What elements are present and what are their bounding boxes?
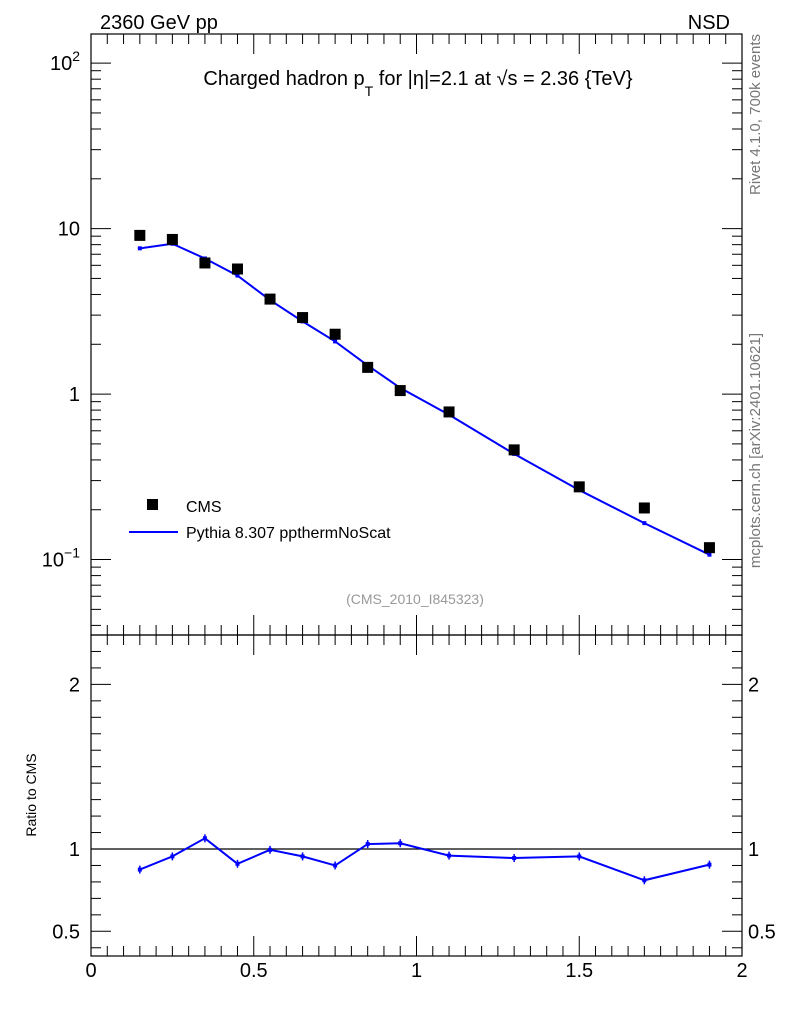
y-tick-label-right: 2 [748,674,759,696]
mc-point [137,246,142,251]
cms-data-point [134,229,146,241]
title-subscript: T [365,83,374,99]
mc-line [139,242,710,556]
mc-point [235,273,240,278]
x-tick-label: 0.5 [240,960,268,982]
rivet-version-label: Rivet 4.1.0, 700k events [747,34,764,195]
cms-data-point [362,361,374,373]
ratio-plot-frame [90,634,743,957]
y-tick-label: 10 [58,219,80,241]
cms-data-point [394,385,406,397]
cms-data-point [264,293,276,305]
cms-data-point [329,328,341,340]
title-mid: for |η|=2.1 at [373,68,496,90]
cms-data-point [638,502,650,514]
header-right: NSD [688,12,730,34]
ratio-ylabel: Ratio to CMS [23,753,39,836]
title-suffix: = 2.36 {TeV} [517,68,632,90]
x-tick-label: 0 [85,960,96,982]
ratio-series [137,834,712,885]
y-tick-label: 10−1 [42,545,80,572]
cms-data-point [703,542,715,554]
cms-data-point [199,257,211,269]
y-tick-label-right: 1 [748,839,759,861]
chart-title: Charged hadron pT for |η|=2.1 at √s = 2.… [203,68,632,99]
main-plot-frame [90,33,743,636]
cms-data-point [508,444,520,456]
legend-cms-label: CMS [186,499,222,516]
y-tick-label-left: 0.5 [52,921,80,943]
y-tick-label: 1 [69,384,80,406]
x-tick-label: 2 [736,960,747,982]
legend-mc-label: Pythia 8.307 ppthermNoScat [186,525,391,542]
ratio-axis-ticks: 0 0.5 1 1.5 20.5 0.51 12 2 [52,634,776,982]
y-tick-label-left: 1 [69,839,80,861]
main-axis-ticks: 10−1 1 10 102 [42,34,743,635]
cms-data-point [166,233,178,245]
mc-main-series [137,241,712,557]
cms-data-point [443,406,455,418]
cms-data-point [297,312,309,324]
cms-data-point [231,263,243,275]
y-tick-label-left: 2 [69,674,80,696]
mc-point [642,521,647,526]
legend: CMS Pythia 8.307 ppthermNoScat [129,499,391,542]
y-tick-label-right: 0.5 [748,921,776,943]
title-prefix: Charged hadron p [203,68,364,90]
x-tick-label: 1 [411,960,422,982]
cms-data-point [573,481,585,493]
cms-data-series [134,229,715,554]
title-sqrt: √s [496,68,517,90]
y-tick-label: 102 [50,48,80,75]
x-tick-label: 1.5 [565,960,593,982]
mc-point [707,552,712,557]
analysis-label: (CMS_2010_I845323) [346,591,484,607]
mc-point [333,339,338,344]
legend-cms-marker [147,499,158,510]
source-label: mcplots.cern.ch [arXiv:2401.10621] [747,333,764,568]
ratio-line [139,837,710,882]
header-left: 2360 GeV pp [100,12,218,34]
